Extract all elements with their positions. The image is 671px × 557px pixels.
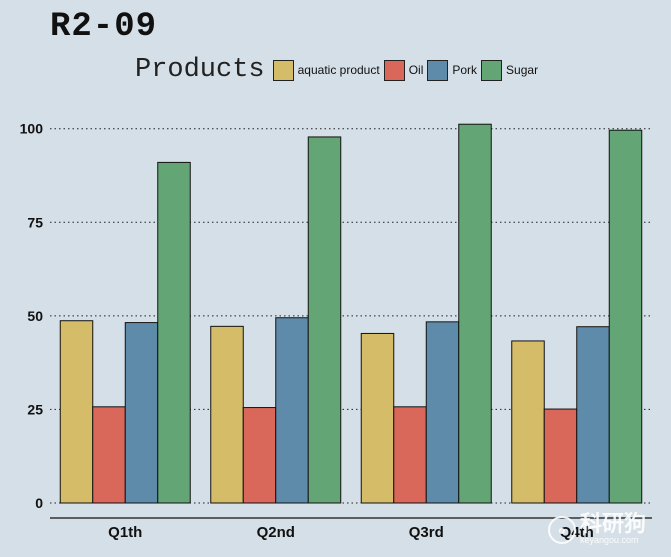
bar-aquatic-product-q3rd [360,332,395,504]
legend-swatch-pork [427,59,449,81]
legend-label-pork: Pork [452,63,478,77]
legend-label-sugar: Sugar [506,63,539,77]
legend-label-aquatic-product: aquatic product [297,63,380,77]
bar-oil-q1th [92,406,126,504]
legend: Products aquatic product Oil Pork Sugar [135,54,542,86]
legend-label-oil: Oil [408,63,424,77]
bar-pork-q4th [576,326,610,504]
legend-swatch-aquatic-product [272,59,294,81]
legend-swatch-sugar [481,59,503,81]
x-tick-label-q3rd: Q3rd [409,524,444,541]
bar-aquatic-product-q4th [511,340,545,504]
bar-sugar-q2nd [307,136,342,504]
legend-item-oil: Oil [383,59,424,81]
legend-item-pork: Pork [427,59,478,81]
bar-oil-q4th [543,408,578,504]
dog-icon: ● [548,515,576,544]
y-tick-label-0: 0 [35,495,43,511]
watermark: ● 科研狗 keyangou.com [548,514,646,545]
x-tick-label-q1th: Q1th [108,524,142,541]
bar-aquatic-product-q1th [59,320,94,504]
y-tick-label-100: 100 [20,121,44,137]
legend-swatch-oil [383,59,405,81]
bar-pork-q3rd [425,321,460,504]
bar-sugar-q1th [157,161,191,504]
legend-item-aquatic-product: aquatic product [272,59,380,81]
x-tick-label-q2nd: Q2nd [257,524,295,541]
bar-aquatic-product-q2nd [210,325,244,504]
watermark-main: 科研狗 [580,512,647,537]
watermark-text: 科研狗 keyangou.com [580,514,646,545]
bar-pork-q1th [124,322,159,504]
watermark-sub: keyangou.com [580,535,639,545]
legend-item-sugar: Sugar [481,59,539,81]
y-tick-label-25: 25 [27,401,43,417]
legend-title: Products [135,55,265,85]
y-tick-label-75: 75 [27,214,43,230]
y-tick-label-50: 50 [27,308,43,324]
bar-oil-q2nd [242,407,277,504]
bar-sugar-q3rd [458,123,492,504]
bar-sugar-q4th [608,129,643,504]
chart-title: R2-09 [50,8,158,46]
bar-oil-q3rd [393,406,427,504]
bar-pork-q2nd [275,317,309,504]
